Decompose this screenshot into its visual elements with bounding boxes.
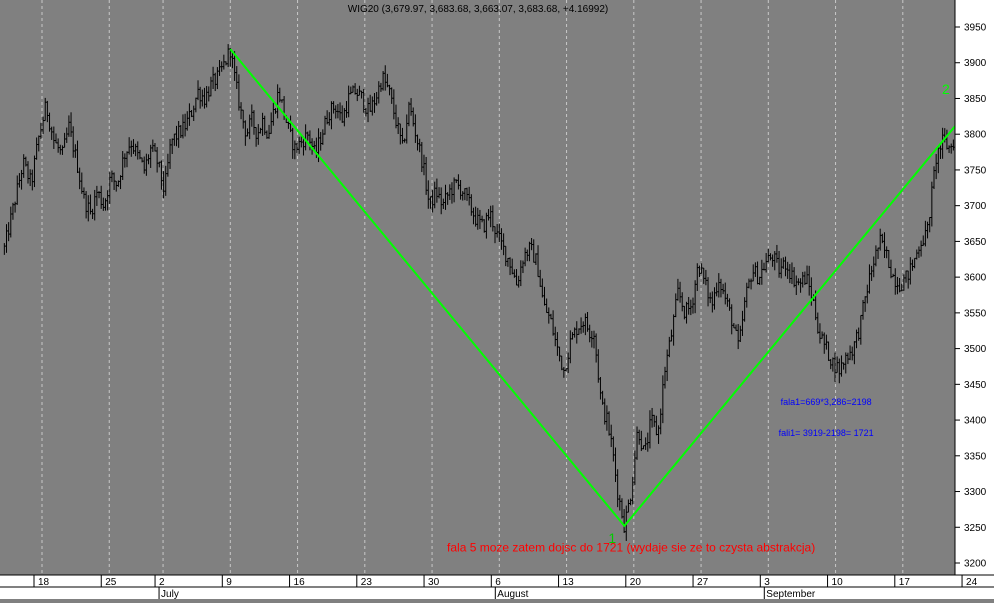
- y-tick-label: 3900: [964, 58, 987, 69]
- wave-label: 1: [608, 530, 616, 546]
- x-tick-label: 6: [495, 577, 501, 588]
- y-tick-label: 3400: [964, 416, 987, 427]
- y-tick-label: 3650: [964, 237, 987, 248]
- y-tick-label: 3300: [964, 487, 987, 498]
- y-tick-label: 3850: [964, 94, 987, 105]
- y-tick-label: 3200: [964, 559, 987, 570]
- x-tick-label: 13: [563, 577, 575, 588]
- x-tick-label: 3: [764, 577, 770, 588]
- y-tick-label: 3500: [964, 344, 987, 355]
- x-tick-label: 20: [630, 577, 642, 588]
- y-tick-label: 3700: [964, 201, 987, 212]
- y-tick-label: 3250: [964, 523, 987, 534]
- x-tick-label: 9: [226, 577, 232, 588]
- month-label: July: [161, 589, 179, 599]
- price-bars: [3, 44, 994, 541]
- annotation-text: fali1= 3919-2198= 1721: [779, 428, 874, 438]
- y-tick-label: 3550: [964, 308, 987, 319]
- x-tick-label: 25: [105, 577, 117, 588]
- y-tick-label: 3950: [964, 23, 987, 34]
- x-tick-label: 18: [38, 577, 50, 588]
- y-axis-panel: [955, 0, 994, 575]
- month-label: September: [766, 589, 816, 599]
- wave-label: 2: [942, 81, 950, 97]
- chart-title: WIG20 (3,679.97, 3,683.68, 3,663.07, 3,6…: [348, 4, 608, 15]
- x-tick-label: 16: [294, 577, 306, 588]
- annotation-text: fala1=669*3,286=2198: [781, 397, 872, 407]
- x-tick-label: 2: [159, 577, 165, 588]
- y-tick-label: 3350: [964, 451, 987, 462]
- x-tick-label: 24: [966, 577, 978, 588]
- y-axis: 3200 3250 3300 3350 3400 3450 3500 3550 3600 3650…: [954, 0, 994, 575]
- wave-line: [229, 48, 969, 528]
- y-tick-label: 3750: [964, 165, 987, 176]
- x-axis: 18 25 2 9 16 23 30 6 13 20 27 3 10 17 24 July August Sept…: [0, 574, 994, 600]
- y-tick-label: 3600: [964, 273, 987, 284]
- y-tick-label: 3450: [964, 380, 987, 391]
- x-tick-label: 23: [361, 577, 373, 588]
- x-tick-label: 27: [697, 577, 709, 588]
- annotation-text: fala 5 moze zatem dojsc do 1721 (wydaje …: [447, 541, 815, 555]
- x-tick-label: 17: [899, 577, 911, 588]
- month-label: August: [497, 589, 528, 599]
- y-tick-label: 3800: [964, 130, 987, 141]
- x-tick-label: 30: [428, 577, 440, 588]
- x-tick-label: 10: [832, 577, 844, 588]
